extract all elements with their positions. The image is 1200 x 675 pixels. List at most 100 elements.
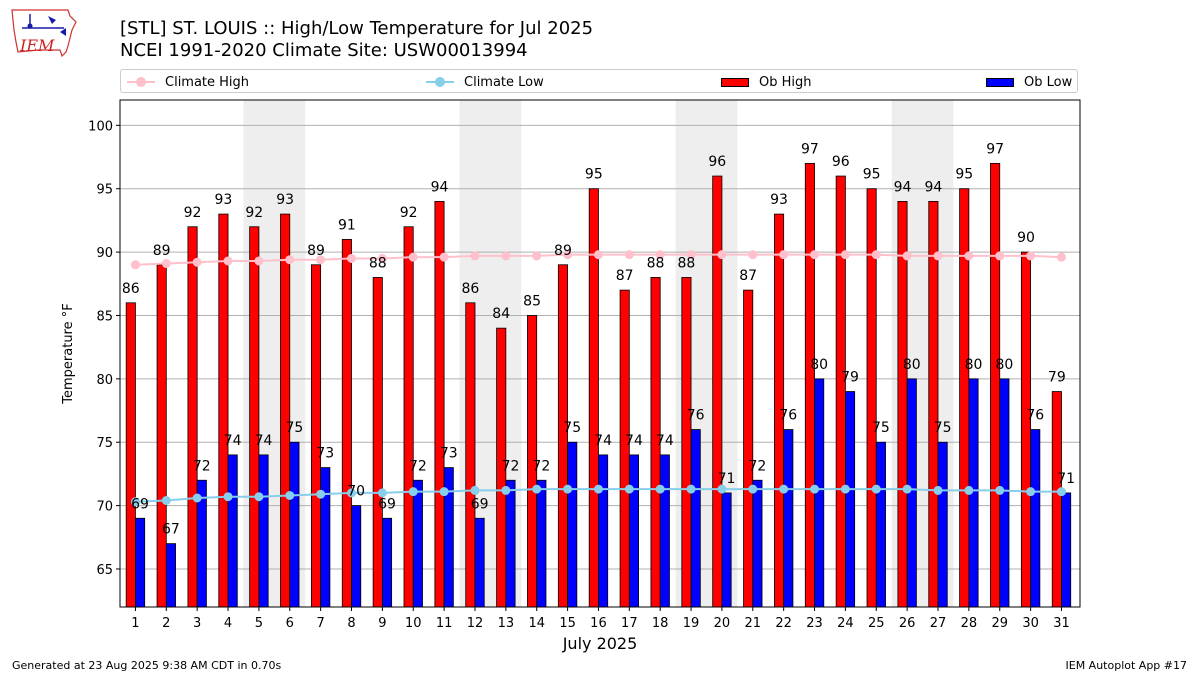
- iem-logo: IEM: [8, 6, 80, 58]
- ob-high-bar: [743, 289, 754, 608]
- climate-high-point: [933, 251, 943, 261]
- ob-high-data-label: 88: [678, 255, 696, 271]
- climate-low-point: [840, 484, 850, 494]
- climate-low-point: [161, 496, 171, 506]
- ob-low-data-label: 75: [934, 420, 952, 436]
- climate-low-point: [563, 484, 573, 494]
- chart-title-line1: [STL] ST. LOUIS :: High/Low Temperature …: [120, 18, 594, 39]
- ob-high-bar: [804, 162, 815, 608]
- x-tick-label: 28: [961, 616, 978, 631]
- ob-low-data-label: 80: [965, 357, 983, 373]
- ob-high-data-label: 90: [1017, 230, 1035, 246]
- ob-low-bar: [412, 479, 423, 608]
- ob-low-data-label: 72: [193, 458, 211, 474]
- x-tick-label: 11: [436, 616, 453, 631]
- climate-high-point: [593, 250, 603, 260]
- ob-high-data-label: 94: [924, 179, 942, 195]
- climate-high-point: [748, 250, 758, 260]
- ob-high-data-label: 89: [307, 243, 325, 259]
- ob-high-bar: [465, 302, 476, 608]
- climate-low-point: [192, 493, 202, 503]
- ob-low-data-label: 69: [131, 496, 149, 512]
- x-tick-label: 9: [378, 616, 386, 631]
- ob-low-data-label: 75: [872, 420, 890, 436]
- x-axis-label: July 2025: [562, 634, 638, 653]
- ob-high-data-label: 86: [461, 281, 479, 297]
- x-tick-label: 13: [498, 616, 515, 631]
- x-tick-label: 26: [899, 616, 916, 631]
- x-tick-label: 10: [405, 616, 422, 631]
- legend-label-ob-high: Ob High: [759, 74, 812, 90]
- ob-high-data-label: 88: [647, 255, 665, 271]
- climate-low-point: [347, 488, 357, 498]
- ob-low-data-label: 71: [1057, 471, 1075, 487]
- ob-low-bar: [320, 467, 331, 608]
- ob-high-bar: [310, 264, 322, 608]
- x-tick-label: 21: [745, 616, 762, 631]
- ob-high-data-label: 95: [863, 167, 881, 183]
- climate-high-point: [871, 250, 881, 260]
- ob-high-data-label: 97: [986, 141, 1004, 157]
- climate-low-point: [748, 484, 758, 494]
- x-tick-label: 24: [837, 616, 854, 631]
- ob-low-bar: [659, 454, 670, 608]
- ob-high-data-label: 96: [708, 154, 726, 170]
- ob-low-data-label: 67: [162, 522, 180, 538]
- y-tick-label: 70: [96, 500, 113, 515]
- x-tick-label: 2: [162, 616, 170, 631]
- x-tick-label: 31: [1053, 616, 1070, 631]
- climate-high-point: [840, 250, 850, 260]
- ob-high-data-label: 95: [585, 167, 603, 183]
- climate-high-point: [1056, 252, 1066, 262]
- ob-low-data-label: 76: [1026, 408, 1044, 424]
- ob-high-data-label: 95: [955, 167, 973, 183]
- chart-legend: Climate High Climate Low Ob High Ob Low: [120, 69, 1078, 93]
- ob-low-data-label: 72: [532, 458, 550, 474]
- climate-high-point: [902, 251, 912, 261]
- ob-low-bar: [875, 441, 886, 608]
- ob-high-bar: [280, 213, 291, 608]
- ob-low-bar: [289, 441, 300, 608]
- ob-high-bar: [712, 175, 723, 608]
- climate-low-point: [995, 485, 1005, 495]
- ob-high-bar: [372, 277, 383, 608]
- ob-low-data-label: 72: [502, 458, 520, 474]
- ob-high-bar: [959, 188, 970, 608]
- ob-low-data-label: 72: [409, 458, 427, 474]
- climate-low-point: [223, 492, 233, 502]
- climate-low-point: [285, 490, 295, 500]
- x-tick-label: 4: [224, 616, 232, 631]
- climate-low-point: [593, 484, 603, 494]
- ob-low-bar: [474, 517, 485, 608]
- y-tick-label: 90: [96, 246, 113, 261]
- ob-low-data-label: 80: [903, 357, 921, 373]
- app-footer: IEM Autoplot App #17: [1065, 659, 1188, 672]
- ob-low-data-label: 74: [224, 433, 242, 449]
- ob-low-bar: [598, 454, 609, 608]
- ob-high-data-label: 89: [554, 243, 572, 259]
- legend-item-ob-high: Ob High: [721, 73, 812, 91]
- ob-high-bar: [125, 302, 136, 608]
- ob-low-bar: [937, 441, 948, 608]
- climate-low-point: [686, 484, 696, 494]
- climate-high-point: [563, 250, 573, 260]
- ob-high-data-label: 92: [400, 205, 418, 221]
- climate-high-point: [161, 259, 171, 269]
- ob-low-bar: [227, 454, 238, 608]
- ob-high-bar: [249, 226, 260, 608]
- ob-low-data-label: 74: [656, 433, 674, 449]
- ob-high-bar: [681, 277, 692, 608]
- x-tick-label: 19: [683, 616, 700, 631]
- ob-high-data-label: 97: [801, 141, 819, 157]
- x-tick-label: 14: [528, 616, 545, 631]
- ob-low-bar: [135, 517, 146, 608]
- climate-low-point: [902, 484, 912, 494]
- ob-high-data-label: 84: [492, 306, 510, 322]
- climate-high-swatch: [127, 75, 155, 89]
- x-tick-label: 29: [991, 616, 1008, 631]
- ob-low-bar: [628, 454, 639, 608]
- ob-low-data-label: 76: [779, 408, 797, 424]
- x-tick-label: 23: [806, 616, 823, 631]
- climate-low-point: [655, 484, 665, 494]
- ob-low-data-label: 74: [594, 433, 612, 449]
